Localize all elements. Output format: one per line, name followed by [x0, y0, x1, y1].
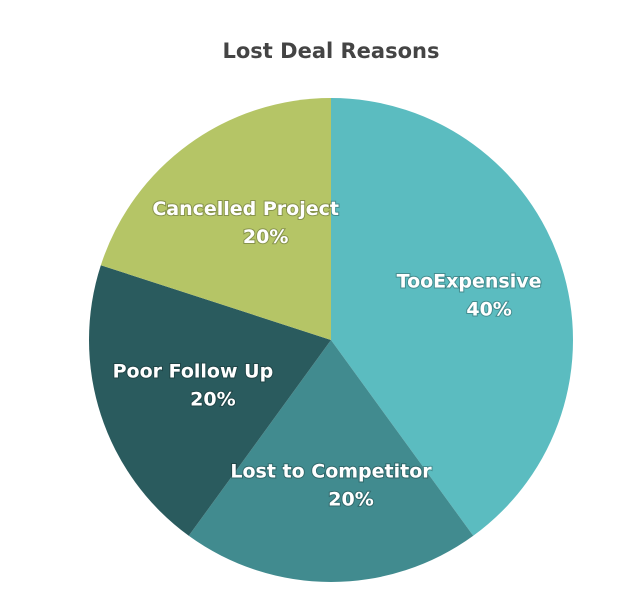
slice-label: Poor Follow Up [113, 360, 274, 382]
slice-value-label: 20% [328, 489, 373, 511]
slice-label: TooExpensive [397, 271, 542, 293]
chart-title: Lost Deal Reasons [223, 39, 440, 63]
pie-slice [100, 98, 331, 340]
slice-value-label: 20% [190, 388, 235, 410]
pie-slice [188, 340, 474, 582]
slice-label: Lost to Competitor [230, 461, 432, 483]
slice-label: Cancelled Project [152, 198, 339, 220]
slice-value-label: 40% [466, 299, 511, 321]
slice-value-label: 20% [243, 226, 288, 248]
pie-slice [88, 265, 331, 536]
pie-slice [331, 98, 573, 536]
